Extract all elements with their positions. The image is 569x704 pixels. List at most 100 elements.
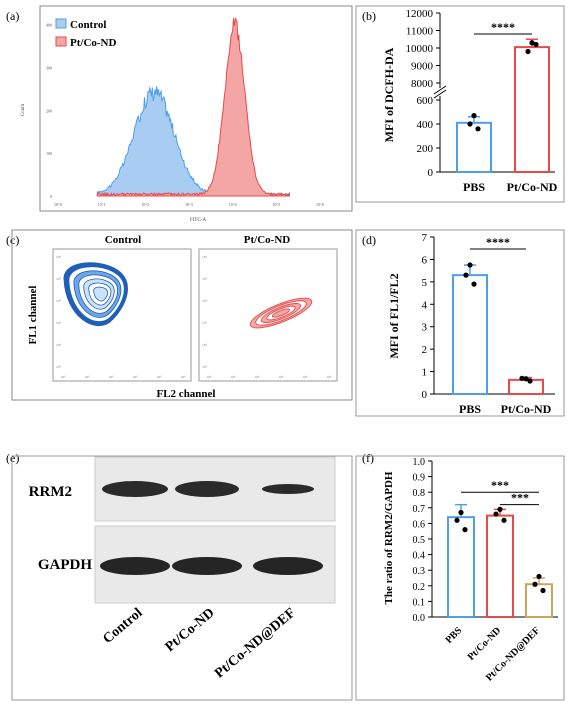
panel-label-c: (c) xyxy=(6,233,19,247)
blot-band-gapdh xyxy=(172,557,242,575)
contour-tick: 10⁴ xyxy=(279,375,285,379)
panel-frame xyxy=(355,455,565,701)
tick-label: 8000 xyxy=(411,78,434,90)
contour-tick: 10⁴ xyxy=(56,321,62,325)
tick-label: 1.0 xyxy=(413,457,426,468)
histogram-y-tick: 300 xyxy=(46,65,52,70)
panel-label-b: (b) xyxy=(362,9,376,23)
tick-label: 0.1 xyxy=(413,597,426,608)
contour-tick: 10⁴ xyxy=(56,343,62,347)
contour-blob-control xyxy=(63,262,128,327)
data-point xyxy=(471,281,477,287)
histogram-x-tick: 10^5 xyxy=(272,202,280,207)
data-point xyxy=(536,573,542,580)
category-label: Pt/Co-ND xyxy=(507,180,558,194)
data-point xyxy=(462,527,468,533)
tick-label: 1 xyxy=(422,367,428,379)
contour-tick: 10⁴ xyxy=(109,375,115,379)
contour-title-control: Control xyxy=(105,234,141,246)
data-point xyxy=(523,376,529,382)
contour-tick: 10⁴ xyxy=(61,375,67,379)
significance-label: *** xyxy=(491,478,509,492)
contour-tick: 10⁴ xyxy=(255,375,261,379)
legend-label-ptco: Pt/Co-ND xyxy=(70,37,116,49)
category-label: Pt/Co-ND xyxy=(501,402,552,416)
panel-c-frame xyxy=(11,229,353,401)
contour-tick: 10⁴ xyxy=(207,375,213,379)
contour-tick: 10⁴ xyxy=(56,255,62,259)
histogram-xlabel: FITC-A xyxy=(190,218,207,223)
bar-chart-panel-b: 0 200 400 600 8000 9000 10000 11000 12000 PBS Pt/… xyxy=(382,8,558,194)
tick-label: 0 xyxy=(422,389,428,401)
tick-label: 4 xyxy=(422,299,428,311)
axis-break-gap xyxy=(434,88,446,96)
tick-label: 11000 xyxy=(406,26,434,38)
panel-label-a: (a) xyxy=(6,9,19,23)
tick-label: 2 xyxy=(422,344,428,356)
panel-label-f: (f) xyxy=(362,451,374,465)
data-point xyxy=(493,511,499,517)
blot-lane-label: Pt/Co-ND@DEF xyxy=(212,606,298,682)
tick-label: 0.0 xyxy=(413,613,426,624)
blot-band-rrm2 xyxy=(102,481,168,497)
tick-label: 0.8 xyxy=(413,488,426,499)
data-point xyxy=(467,121,473,127)
histogram-frame xyxy=(39,5,353,212)
tick-label: 6 xyxy=(422,254,428,266)
histogram-series-ptco xyxy=(96,17,290,197)
data-point xyxy=(463,272,469,278)
panel-label-d: (d) xyxy=(362,233,376,247)
histogram-y-tick: 100 xyxy=(46,151,52,156)
contour-tick: 10⁴ xyxy=(56,277,62,281)
bar xyxy=(508,378,544,395)
tick-label: 200 xyxy=(417,143,434,155)
bar xyxy=(486,514,514,618)
panel-label-e: (e) xyxy=(6,451,19,465)
panel-frame xyxy=(355,5,565,203)
contour-tick: 10⁴ xyxy=(181,375,187,379)
bar xyxy=(447,516,475,618)
tick-label: 0.6 xyxy=(413,519,426,530)
ylabel-d: MFI of FL1/FL2 xyxy=(387,273,401,358)
data-point xyxy=(497,506,503,512)
contour-tick: 10⁴ xyxy=(202,299,208,303)
blot-band-gapdh xyxy=(253,557,323,575)
tick-label: 12000 xyxy=(406,8,434,20)
significance-label: **** xyxy=(491,20,515,34)
tick-label: 0.4 xyxy=(413,551,426,562)
contour-title-ptco: Pt/Co-ND xyxy=(244,234,290,246)
contour-xlabel: FL2 channel xyxy=(157,388,216,400)
histogram-x-tick: 10^6 xyxy=(316,202,324,207)
bar xyxy=(456,121,492,174)
tick-label: 10000 xyxy=(406,43,434,55)
legend-swatch-control xyxy=(55,18,67,29)
tick-label: 0.2 xyxy=(413,582,426,593)
contour-tick: 10⁴ xyxy=(56,299,62,303)
histogram-x-tick: 10^0 xyxy=(54,202,62,207)
data-point xyxy=(458,509,464,516)
data-point xyxy=(467,262,473,268)
category-label: PBS xyxy=(444,625,465,646)
contour-tick: 10⁴ xyxy=(133,375,139,379)
legend-label-control: Control xyxy=(70,19,106,31)
panel-frame xyxy=(11,455,353,701)
ylabel-b: MFI of DCFH-DA xyxy=(382,47,396,142)
blot-lane-label: Pt/Co-ND xyxy=(163,606,218,655)
category-label: Pt/Co-ND xyxy=(466,625,504,663)
tick-label: 9000 xyxy=(411,61,434,73)
data-point xyxy=(529,40,535,46)
blot-band-rrm2 xyxy=(175,481,239,497)
data-point xyxy=(471,113,477,119)
legend-swatch-ptco xyxy=(55,36,67,47)
histogram-y-tick: 200 xyxy=(46,108,52,113)
tick-label: 0.9 xyxy=(413,473,426,484)
data-point xyxy=(454,517,460,523)
contour-ylabel: FL1 channel xyxy=(27,286,39,345)
tick-label: 600 xyxy=(417,95,434,107)
contour-tick: 10⁴ xyxy=(327,375,333,379)
bar xyxy=(514,46,550,173)
tick-label: 5 xyxy=(422,277,428,289)
histogram-series-control xyxy=(96,86,290,197)
